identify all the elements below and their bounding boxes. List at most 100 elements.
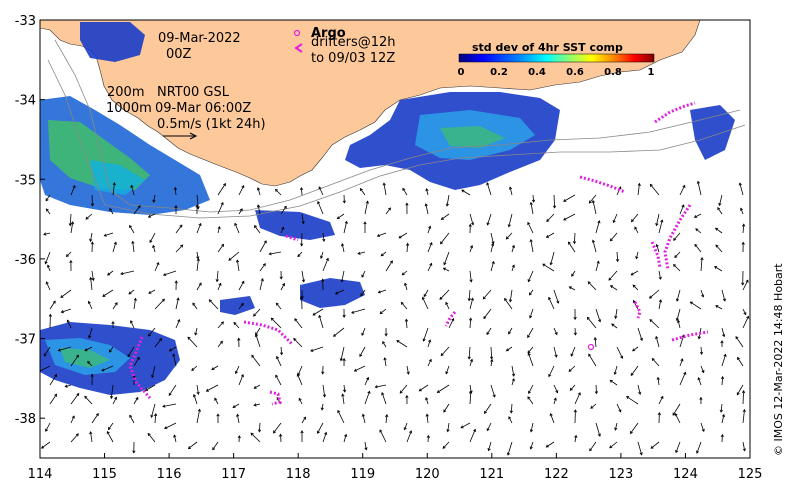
current-vector-head bbox=[127, 354, 131, 358]
current-vector bbox=[634, 226, 639, 234]
current-vector bbox=[396, 340, 408, 348]
current-vector bbox=[321, 403, 324, 410]
current-vector-head bbox=[508, 416, 512, 420]
current-vector-head bbox=[177, 318, 181, 323]
current-vector bbox=[375, 384, 387, 388]
current-vector bbox=[301, 270, 305, 282]
lon-tick-label: 115 bbox=[92, 467, 117, 482]
current-vector-head bbox=[637, 182, 641, 187]
current-vector bbox=[461, 189, 471, 196]
current-vector bbox=[529, 308, 534, 319]
current-vector bbox=[163, 270, 177, 276]
current-vector-head bbox=[237, 337, 241, 341]
current-vector-head bbox=[130, 184, 134, 188]
current-vector-head bbox=[88, 335, 92, 339]
current-vector-head bbox=[317, 430, 320, 434]
current-vector bbox=[58, 346, 72, 351]
current-vector bbox=[469, 391, 472, 405]
current-vector-head bbox=[556, 300, 560, 304]
current-vector bbox=[574, 327, 576, 335]
argo-legend-label: Argo bbox=[311, 26, 346, 41]
current-vector-head bbox=[360, 293, 364, 297]
current-vector bbox=[298, 398, 303, 405]
current-vector-head bbox=[745, 279, 749, 283]
current-vector bbox=[149, 232, 156, 243]
current-vector-head bbox=[445, 371, 449, 375]
current-vector-head bbox=[638, 391, 642, 395]
current-vector bbox=[656, 213, 660, 226]
current-vector bbox=[672, 403, 681, 416]
current-vector-head bbox=[741, 390, 746, 394]
current-vector-head bbox=[597, 433, 601, 437]
lon-tick-label: 120 bbox=[415, 467, 440, 482]
current-vector-head bbox=[504, 297, 508, 302]
current-vector bbox=[112, 242, 117, 253]
current-vector-head bbox=[720, 375, 725, 380]
current-vector bbox=[379, 308, 387, 315]
current-vector bbox=[443, 267, 450, 272]
current-vector-head bbox=[404, 318, 409, 322]
current-vector bbox=[312, 308, 324, 316]
current-vector-head bbox=[283, 205, 287, 209]
current-vector bbox=[486, 327, 492, 335]
current-vector-head bbox=[469, 244, 474, 249]
current-vector bbox=[546, 213, 555, 222]
current-vector-head bbox=[341, 243, 345, 247]
current-vector-head bbox=[275, 374, 279, 378]
current-vector-head bbox=[681, 204, 685, 208]
current-vector bbox=[616, 403, 622, 412]
current-vector bbox=[427, 339, 431, 348]
current-vector bbox=[425, 203, 429, 215]
current-vector bbox=[379, 429, 387, 443]
current-vector-head bbox=[506, 452, 510, 456]
current-vector-head bbox=[219, 340, 223, 344]
current-vector-head bbox=[156, 262, 160, 266]
current-vector-head bbox=[573, 409, 577, 413]
current-vector bbox=[49, 394, 57, 405]
current-vector bbox=[652, 358, 660, 367]
current-vector bbox=[361, 270, 366, 278]
current-vector-head bbox=[660, 219, 664, 223]
current-vector-head bbox=[680, 358, 684, 362]
current-vector-head bbox=[590, 405, 594, 409]
current-vector bbox=[280, 206, 287, 215]
current-vector-head bbox=[129, 414, 133, 418]
current-vector-head bbox=[359, 187, 363, 192]
current-vector-head bbox=[460, 425, 464, 429]
current-vector-head bbox=[44, 261, 48, 265]
current-vector bbox=[398, 232, 408, 239]
current-vector-head bbox=[548, 373, 552, 378]
current-vector-head bbox=[694, 243, 698, 247]
current-vector-head bbox=[212, 447, 216, 451]
current-vector-head bbox=[129, 224, 132, 229]
current-vector bbox=[714, 266, 723, 272]
lon-tick-label: 119 bbox=[350, 467, 375, 482]
current-vector-head bbox=[723, 353, 727, 357]
current-vector-head bbox=[365, 200, 369, 204]
current-vector-head bbox=[334, 291, 339, 295]
current-vector bbox=[679, 358, 683, 367]
current-vector bbox=[322, 232, 325, 242]
current-vector-head bbox=[405, 394, 409, 399]
current-vector-head bbox=[235, 259, 240, 263]
current-vector-head bbox=[152, 244, 156, 249]
current-vector bbox=[426, 414, 429, 424]
current-vector bbox=[610, 285, 618, 291]
current-vector bbox=[154, 262, 159, 272]
current-vector-head bbox=[505, 348, 509, 352]
current-vector bbox=[595, 422, 601, 437]
current-vector bbox=[191, 365, 198, 371]
time-label: 00Z bbox=[166, 47, 192, 62]
current-vector-head bbox=[253, 403, 257, 407]
current-vector-head bbox=[658, 276, 662, 280]
current-vector-head bbox=[660, 395, 664, 399]
current-vector bbox=[715, 244, 723, 253]
current-vector-head bbox=[552, 205, 557, 209]
current-vector-head bbox=[133, 297, 137, 301]
current-vector bbox=[102, 289, 114, 297]
current-vector bbox=[550, 413, 555, 424]
current-vector bbox=[43, 346, 51, 357]
current-vector-head bbox=[511, 378, 515, 382]
current-vector-head bbox=[192, 393, 197, 398]
current-vector-head bbox=[194, 332, 198, 336]
